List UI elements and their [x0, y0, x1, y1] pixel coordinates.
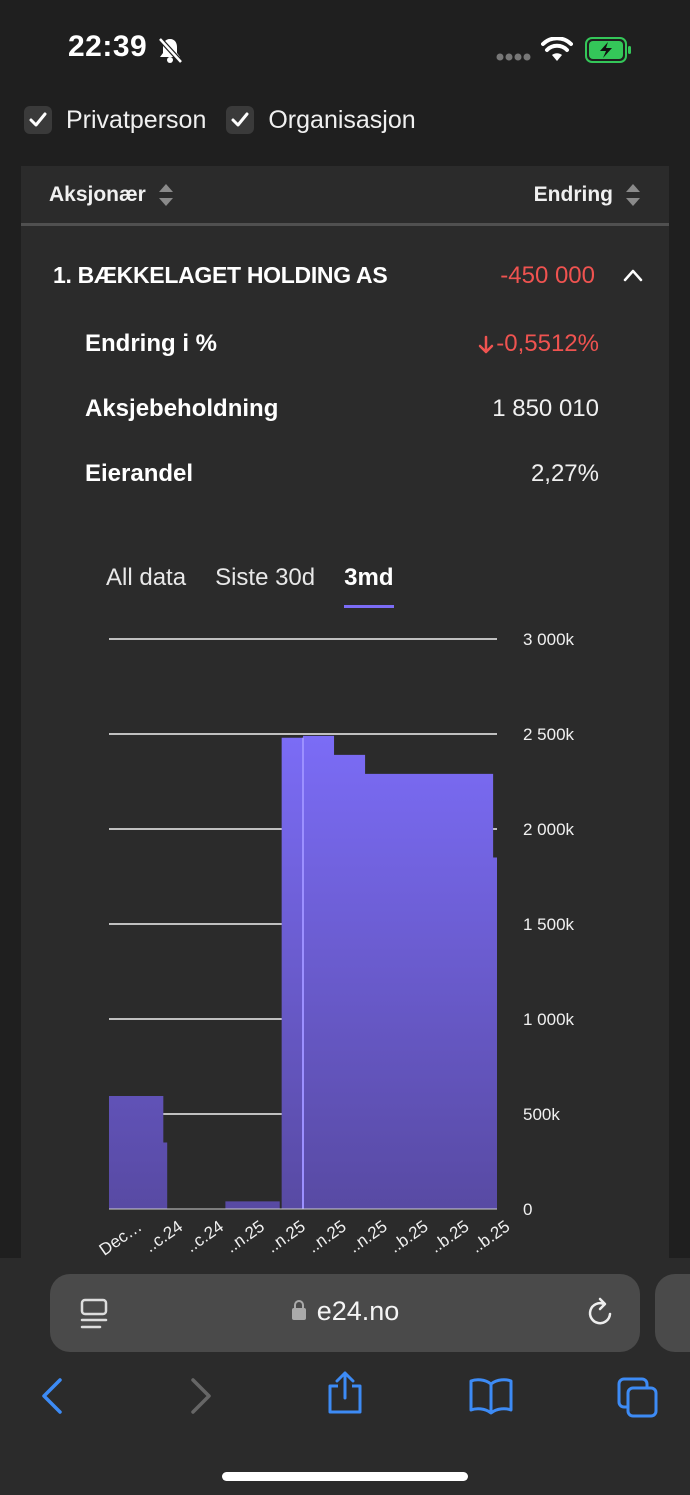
checkmark-icon [29, 112, 47, 127]
holding-chart[interactable]: 3 000k 2 500k 2 000k 1 500k 1 000k 500k 0 Dec….… [21, 626, 669, 1266]
tab-last-30d[interactable]: Siste 30d [215, 564, 316, 591]
y-tick-label: 2 000k [523, 820, 575, 839]
reload-icon[interactable] [586, 1296, 616, 1328]
url-display: e24.no [50, 1296, 640, 1327]
sort-change-header[interactable]: Endring [534, 182, 641, 208]
forward-icon[interactable] [185, 1376, 217, 1416]
wifi-icon [541, 37, 573, 61]
detail-holding: Aksjebeholdning 1 850 010 [85, 395, 599, 427]
next-tab-address-bar[interactable] [655, 1274, 690, 1352]
filter-privatperson[interactable]: Privatperson [24, 106, 206, 135]
status-bar: 22:39 [0, 0, 690, 100]
bookmarks-icon[interactable] [468, 1376, 514, 1416]
x-tick-label: ..n.25 [345, 1217, 391, 1257]
arrow-down-icon [479, 335, 494, 353]
column-header-label: Aksjonær [49, 183, 146, 206]
y-tick-label: 2 500k [523, 725, 575, 744]
filter-organisasjon[interactable]: Organisasjon [226, 105, 416, 135]
shareholder-table: Aksjonær Endring 1. BÆKKELAGET HOLDING A… [21, 166, 669, 1266]
share-icon[interactable] [326, 1370, 364, 1416]
detail-label: Eierandel [85, 460, 194, 487]
tabs-icon[interactable] [616, 1376, 660, 1420]
checkbox-organisasjon[interactable] [226, 106, 255, 134]
browser-chrome: e24.no [0, 1258, 690, 1495]
browser-toolbar [0, 1371, 690, 1436]
tab-all-data[interactable]: All data [106, 564, 187, 591]
y-tick-label: 1 000k [523, 1010, 575, 1029]
sort-arrows-icon [626, 184, 640, 206]
x-tick-label: ..b.25 [427, 1217, 473, 1257]
reader-mode-icon[interactable] [80, 1298, 110, 1330]
shareholder-type-filters: Privatperson Organisasjon [24, 100, 436, 140]
shareholder-name: 1. BÆKKELAGET HOLDING AS [53, 262, 388, 288]
detail-value: 2,27% [530, 460, 599, 487]
sort-shareholder-header[interactable]: Aksjonær [49, 182, 174, 208]
x-tick-label: ..b.25 [386, 1217, 432, 1257]
status-time: 22:39 [68, 30, 148, 63]
url-text: e24.no [316, 1296, 400, 1326]
y-tick-label: 3 000k [523, 630, 575, 649]
table-header: Aksjonær Endring [21, 166, 669, 226]
x-tick-label: ..c.24 [182, 1217, 227, 1256]
checkbox-privatperson[interactable] [24, 106, 52, 134]
y-tick-label: 1 500k [523, 915, 575, 934]
lock-icon [291, 1299, 306, 1320]
detail-label: Endring i % [85, 330, 217, 357]
x-tick-label: ..n.25 [222, 1217, 268, 1257]
detail-value: -0,5512% [478, 330, 599, 358]
y-tick-label: 500k [523, 1105, 560, 1124]
filter-label: Organisasjon [268, 105, 416, 134]
detail-label: Aksjebeholdning [85, 395, 279, 422]
x-tick-label: ..b.25 [468, 1217, 514, 1257]
address-bar[interactable]: e24.no [50, 1274, 640, 1352]
x-tick-label: ..n.25 [263, 1217, 309, 1257]
shareholder-change: -450 000 [500, 262, 595, 289]
x-tick-label: ..n.25 [304, 1217, 350, 1257]
detail-change-percent: Endring i % -0,5512% [85, 330, 599, 362]
back-icon[interactable] [36, 1376, 68, 1416]
checkmark-icon [231, 112, 249, 127]
detail-value: 1 850 010 [492, 395, 599, 422]
table-row[interactable]: 1. BÆKKELAGET HOLDING AS -450 000 [53, 262, 643, 292]
bell-muted-icon [158, 37, 183, 64]
filter-label: Privatperson [66, 105, 207, 134]
x-tick-label: ..c.24 [141, 1217, 186, 1256]
chevron-up-icon[interactable] [623, 268, 643, 282]
home-indicator [222, 1472, 468, 1481]
y-tick-label: 0 [523, 1200, 532, 1219]
detail-ownership: Eierandel 2,27% [85, 460, 599, 492]
tab-3-months[interactable]: 3md [344, 564, 394, 608]
chart-range-tabs: All data Siste 30d 3md [106, 564, 423, 608]
signal-dots-icon [496, 53, 531, 61]
column-header-label: Endring [533, 183, 613, 206]
change-percent-text: -0,5512% [496, 330, 599, 357]
sort-arrows-icon [158, 184, 173, 206]
battery-charging-icon [585, 37, 631, 63]
x-tick-label: Dec… [96, 1217, 146, 1260]
